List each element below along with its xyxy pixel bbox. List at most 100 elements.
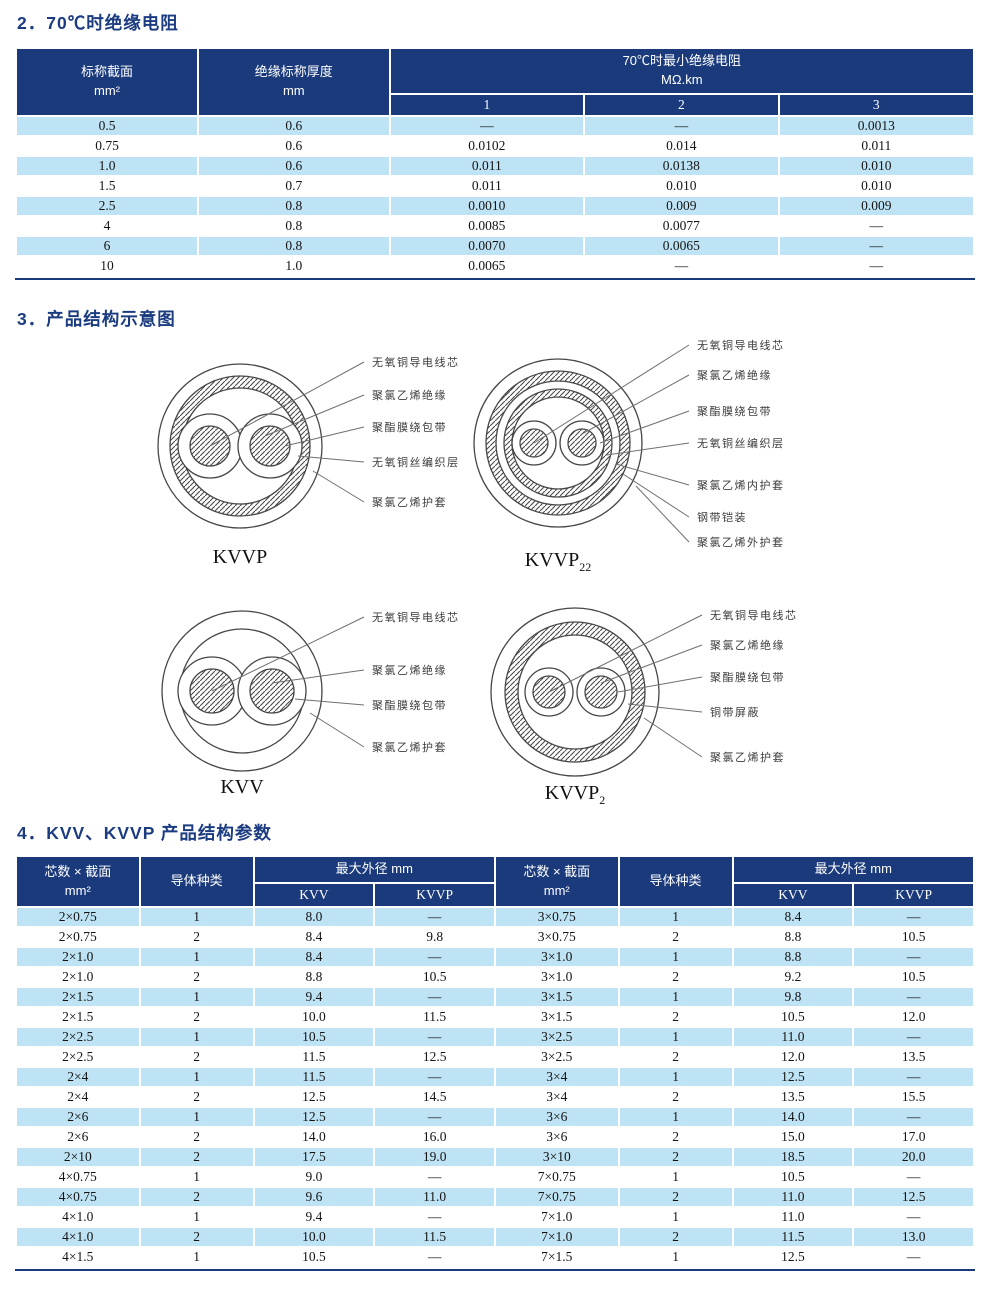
col-header-max-od-right: 最大外径 mm	[731, 855, 976, 884]
table-cell: 0.010	[777, 175, 976, 197]
table-cell: 9.4	[252, 1206, 376, 1228]
table-row: 0.75 0.6 0.0102 0.014 0.011	[14, 135, 976, 157]
col-header-conductor-type-right: 导体种类	[617, 855, 734, 908]
table-cell: 2	[617, 1046, 734, 1068]
table-cell: 2×1.5	[15, 986, 141, 1008]
table-row: 2×2.5 1 10.5—3×2.5 1 11.0—	[15, 1026, 975, 1048]
table-cell: 17.0	[852, 1126, 975, 1148]
table-cell: 3×4	[493, 1066, 620, 1088]
header-label: 芯数 × 截面	[44, 863, 112, 879]
diagram-label: 无氧铜丝编织层	[372, 457, 460, 469]
table-cell: 14.0	[252, 1126, 376, 1148]
table-cell: 13.5	[731, 1086, 855, 1108]
insulation-resistance-table: 标称截面 mm² 绝缘标称厚度 mm 70℃时最小绝缘电阻 MΩ.km 1 2 …	[14, 47, 976, 277]
cable-diagram-kvvp: KVVP 无氧铜导电线芯 聚氯乙烯绝缘 聚酯膜绕包带 无氧铜丝编织层 聚氯乙烯护套	[150, 351, 490, 586]
table-cell: 3×2.5	[493, 1026, 620, 1048]
table-cell: 3×1.5	[493, 986, 620, 1008]
table-cell: 2×1.0	[15, 946, 141, 968]
table-cell: 0.8	[197, 195, 391, 217]
table-cell: —	[373, 1206, 496, 1228]
table-cell: 1	[617, 1166, 734, 1188]
table-cell: —	[373, 946, 496, 968]
table-cell: 8.8	[252, 966, 376, 988]
table-cell: —	[852, 1206, 975, 1228]
table-cell: 2	[138, 1086, 255, 1108]
col-subheader-kvvp-left: KVVP	[373, 882, 496, 908]
table-cell: 0.0085	[388, 215, 586, 237]
table-cell: 12.5	[731, 1066, 855, 1088]
col-subheader-kvvp-right: KVVP	[852, 882, 975, 908]
table-cell: 11.0	[731, 1186, 855, 1208]
section-heading-insulation-resistance: 2．70℃时绝缘电阻	[17, 13, 179, 33]
cable-diagram-kvvp22: KVVP22 无氧铜导电线芯 聚氯乙烯绝缘 聚酯膜绕包带 无氧铜丝编织层 聚氯乙烯内护套…	[470, 331, 810, 583]
cable-diagram-kvvp2: KVVP2 无氧铜导电线芯 聚氯乙烯绝缘 聚酯膜绕包带 铜带屏蔽 聚氯乙烯护套	[470, 596, 810, 816]
table-row: 4×0.75 2 9.6 11.0 7×0.75 2 11.0 12.5	[15, 1186, 975, 1208]
table-cell: 1	[617, 906, 734, 928]
diagram-label: 聚酯膜绕包带	[697, 406, 772, 418]
table-cell: 0.75	[14, 135, 200, 157]
table-row: 2×6 1 12.5—3×6 1 14.0—	[15, 1106, 975, 1128]
diagram-label: 聚酯膜绕包带	[372, 422, 447, 434]
diagram-label: 无氧铜导电线芯	[372, 612, 460, 624]
table-cell: 14.5	[373, 1086, 496, 1108]
table-cell: —	[852, 946, 975, 968]
table-cell: —	[388, 115, 586, 137]
table-row: 4×1.5 1 10.5—7×1.5 1 12.5—	[15, 1246, 975, 1268]
table-cell: —	[852, 1106, 975, 1128]
table-cell: 2	[617, 1186, 734, 1208]
table-cell: 0.011	[388, 155, 586, 177]
table-cell: 3×6	[493, 1106, 620, 1128]
table-row: 2.5 0.8 0.0010 0.009 0.009	[14, 195, 976, 217]
table-cell: 0.6	[197, 135, 391, 157]
table-subheader-row: KVV KVVP KVV KVVP	[16, 882, 975, 908]
table-cell: 12.5	[252, 1086, 376, 1108]
table-row: 2×4 2 12.5 14.5 3×4 2 13.5 15.5	[15, 1086, 975, 1108]
table-cell: 1.0	[197, 255, 391, 277]
table-cell: 1	[617, 1246, 734, 1268]
diagram-caption: KVV	[220, 776, 264, 798]
table-cell: 9.8	[373, 926, 496, 948]
col-header-max-od-left: 最大外径 mm	[252, 855, 496, 884]
table-cell: 0.0102	[388, 135, 586, 157]
col-subheader-2: 2	[583, 93, 780, 117]
table-cell: 3×1.0	[493, 966, 620, 988]
diagram-label: 钢带铠装	[697, 512, 747, 524]
table-cell: 1	[617, 1026, 734, 1048]
table-cell: —	[777, 235, 976, 257]
table-cell: 7×1.0	[493, 1206, 620, 1228]
diagram-label: 聚氯乙烯绝缘	[710, 640, 785, 652]
table-cell: 2×4	[15, 1086, 141, 1108]
table-cell: 10.5	[731, 1006, 855, 1028]
diagram-label: 聚氯乙烯内护套	[697, 480, 785, 492]
table-cell: 10.5	[252, 1026, 376, 1048]
table-cell: 2.5	[14, 195, 200, 217]
table-cell: —	[852, 1026, 975, 1048]
table-cell: 2×0.75	[15, 926, 141, 948]
table-cell: 10.5	[252, 1246, 376, 1268]
table-row: 1.5 0.7 0.011 0.010 0.010	[14, 175, 976, 197]
table-cell: 7×0.75	[493, 1166, 620, 1188]
header-label: 芯数 × 截面	[523, 863, 591, 879]
table-cell: 11.5	[373, 1006, 496, 1028]
table-row: 2×2.5 2 11.5 12.5 3×2.5 2 12.0 13.5	[15, 1046, 975, 1068]
table-cell: 8.4	[731, 906, 855, 928]
table-cell: —	[583, 115, 780, 137]
table-cell: 17.5	[252, 1146, 376, 1168]
col-header-insulation-thickness: 绝缘标称厚度 mm	[197, 47, 391, 117]
table-cell: 2	[617, 926, 734, 948]
table-cell: 0.0065	[583, 235, 780, 257]
table-cell: —	[852, 1066, 975, 1088]
table-cell: 0.014	[583, 135, 780, 157]
table-row: 2×0.75 1 8.0—3×0.75 1 8.4—	[15, 906, 975, 928]
table-cell: 8.8	[731, 926, 855, 948]
table-cell: 0.011	[388, 175, 586, 197]
table-cell: —	[852, 986, 975, 1008]
table-row: 2×0.75 2 8.4 9.8 3×0.75 2 8.8 10.5	[15, 926, 975, 948]
diagram-caption: KVVP	[212, 546, 268, 568]
table-cell: 1	[138, 986, 255, 1008]
table-row: 1.0 0.6 0.011 0.0138 0.010	[14, 155, 976, 177]
table-cell: 8.0	[252, 906, 376, 928]
table-cell: 11.5	[731, 1226, 855, 1248]
table-cell: —	[852, 906, 975, 928]
diagram-label: 聚氯乙烯绝缘	[372, 665, 447, 677]
